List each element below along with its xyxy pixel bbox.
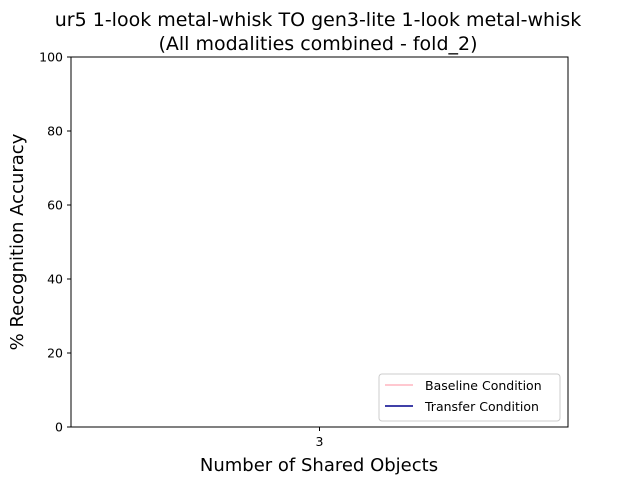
y-tick-label: 60	[47, 198, 63, 213]
legend: Baseline Condition Transfer Condition	[378, 373, 561, 422]
legend-label-transfer: Transfer Condition	[424, 399, 539, 414]
y-tick-label: 100	[39, 50, 63, 65]
x-axis: 3	[316, 427, 324, 449]
chart-title-line2: (All modalities combined - fold_2)	[158, 33, 477, 55]
x-axis-label: Number of Shared Objects	[200, 455, 438, 476]
legend-label-baseline: Baseline Condition	[425, 378, 542, 393]
y-tick-label: 40	[47, 272, 63, 287]
y-tick-label: 80	[47, 124, 63, 139]
chart-title-line1: ur5 1-look metal-whisk TO gen3-lite 1-lo…	[55, 9, 582, 31]
y-axis-label: % Recognition Accuracy	[7, 133, 28, 350]
y-axis: 0 20 40 60 80 100	[39, 50, 71, 435]
y-tick-label: 20	[47, 346, 63, 361]
x-tick-label: 3	[316, 434, 324, 449]
plot-area	[70, 56, 569, 428]
legend-box	[378, 373, 561, 422]
y-tick-label: 0	[55, 420, 63, 435]
